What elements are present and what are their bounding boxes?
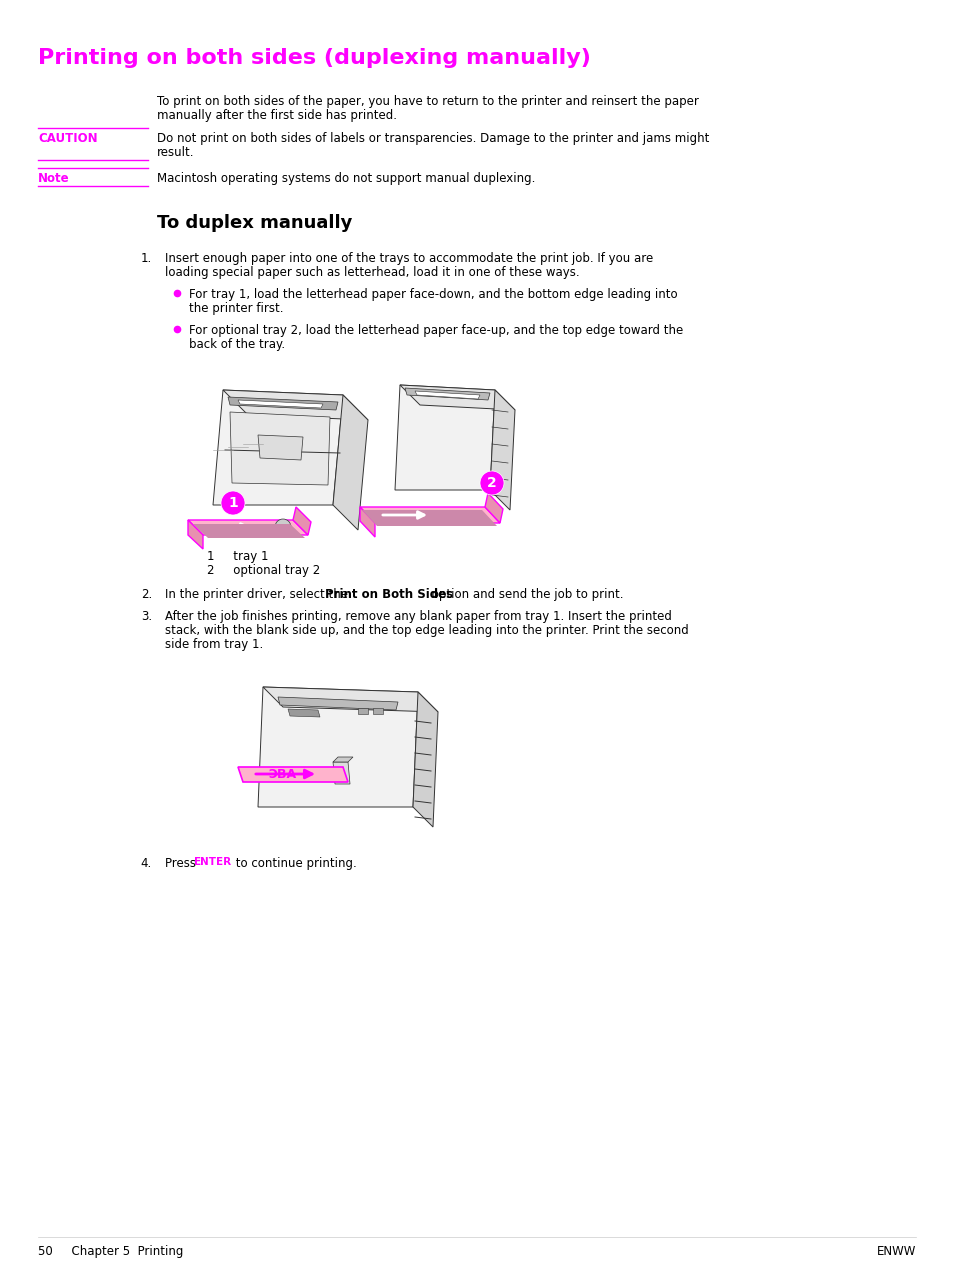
Circle shape (479, 471, 503, 495)
Text: CAUTION: CAUTION (38, 132, 97, 145)
Text: Note: Note (38, 171, 70, 185)
Text: 2: 2 (487, 476, 497, 490)
Text: stack, with the blank side up, and the top edge leading into the printer. Print : stack, with the blank side up, and the t… (165, 624, 688, 638)
Text: 2.: 2. (141, 588, 152, 601)
Text: For optional tray 2, load the letterhead paper face-up, and the top edge toward : For optional tray 2, load the letterhead… (189, 324, 682, 337)
Text: 4.: 4. (141, 857, 152, 870)
Polygon shape (193, 525, 305, 538)
Text: Do not print on both sides of labels or transparencies. Damage to the printer an: Do not print on both sides of labels or … (157, 132, 709, 145)
Text: 3.: 3. (141, 610, 152, 624)
Text: To duplex manually: To duplex manually (157, 215, 352, 232)
Polygon shape (223, 390, 368, 420)
Text: loading special paper such as letterhead, load it in one of these ways.: loading special paper such as letterhead… (165, 265, 579, 279)
Polygon shape (361, 511, 497, 526)
Polygon shape (257, 436, 303, 460)
Polygon shape (333, 757, 353, 762)
Text: In the printer driver, select the: In the printer driver, select the (165, 588, 352, 601)
Polygon shape (230, 411, 330, 485)
Text: For tray 1, load the letterhead paper face-down, and the bottom edge leading int: For tray 1, load the letterhead paper fa… (189, 288, 677, 301)
Circle shape (221, 491, 245, 516)
Text: Print on Both Sides: Print on Both Sides (325, 588, 453, 601)
Text: 1     tray 1: 1 tray 1 (207, 550, 268, 563)
Text: ENWW: ENWW (876, 1245, 915, 1259)
Text: ƆBA: ƆBA (269, 767, 296, 781)
Polygon shape (188, 519, 203, 549)
Polygon shape (359, 507, 499, 523)
Text: Press: Press (165, 857, 199, 870)
Text: 2     optional tray 2: 2 optional tray 2 (207, 564, 320, 577)
Bar (357, 707, 368, 714)
Polygon shape (257, 687, 417, 806)
Circle shape (274, 519, 291, 535)
Text: the printer first.: the printer first. (189, 302, 283, 315)
Polygon shape (484, 493, 502, 523)
Polygon shape (288, 709, 319, 718)
Polygon shape (359, 507, 375, 537)
Text: side from tray 1.: side from tray 1. (165, 638, 263, 652)
Text: Printing on both sides (duplexing manually): Printing on both sides (duplexing manual… (38, 48, 590, 69)
Text: to continue printing.: to continue printing. (232, 857, 356, 870)
Polygon shape (293, 507, 311, 535)
Polygon shape (277, 697, 397, 710)
Bar (373, 707, 382, 714)
Text: After the job finishes printing, remove any blank paper from tray 1. Insert the : After the job finishes printing, remove … (165, 610, 671, 624)
Text: To print on both sides of the paper, you have to return to the printer and reins: To print on both sides of the paper, you… (157, 95, 699, 108)
Polygon shape (333, 762, 350, 784)
Text: 1.: 1. (141, 251, 152, 265)
Polygon shape (405, 389, 490, 400)
Text: 1: 1 (228, 497, 237, 511)
Polygon shape (395, 385, 495, 490)
Polygon shape (413, 692, 437, 827)
Polygon shape (188, 519, 308, 535)
Polygon shape (263, 687, 437, 712)
Text: Macintosh operating systems do not support manual duplexing.: Macintosh operating systems do not suppo… (157, 171, 535, 185)
Text: 50     Chapter 5  Printing: 50 Chapter 5 Printing (38, 1245, 183, 1259)
Text: back of the tray.: back of the tray. (189, 338, 285, 351)
Polygon shape (237, 400, 323, 408)
Text: Insert enough paper into one of the trays to accommodate the print job. If you a: Insert enough paper into one of the tray… (165, 251, 653, 265)
Polygon shape (228, 398, 337, 410)
Polygon shape (333, 395, 368, 530)
Polygon shape (399, 385, 515, 410)
Text: option and send the job to print.: option and send the job to print. (428, 588, 623, 601)
Text: manually after the first side has printed.: manually after the first side has printe… (157, 109, 396, 122)
Polygon shape (213, 390, 343, 505)
Text: result.: result. (157, 146, 194, 159)
Polygon shape (237, 767, 348, 782)
Polygon shape (415, 391, 479, 399)
Text: NTER: NTER (200, 857, 231, 867)
Polygon shape (490, 390, 515, 511)
Text: E: E (193, 857, 201, 867)
